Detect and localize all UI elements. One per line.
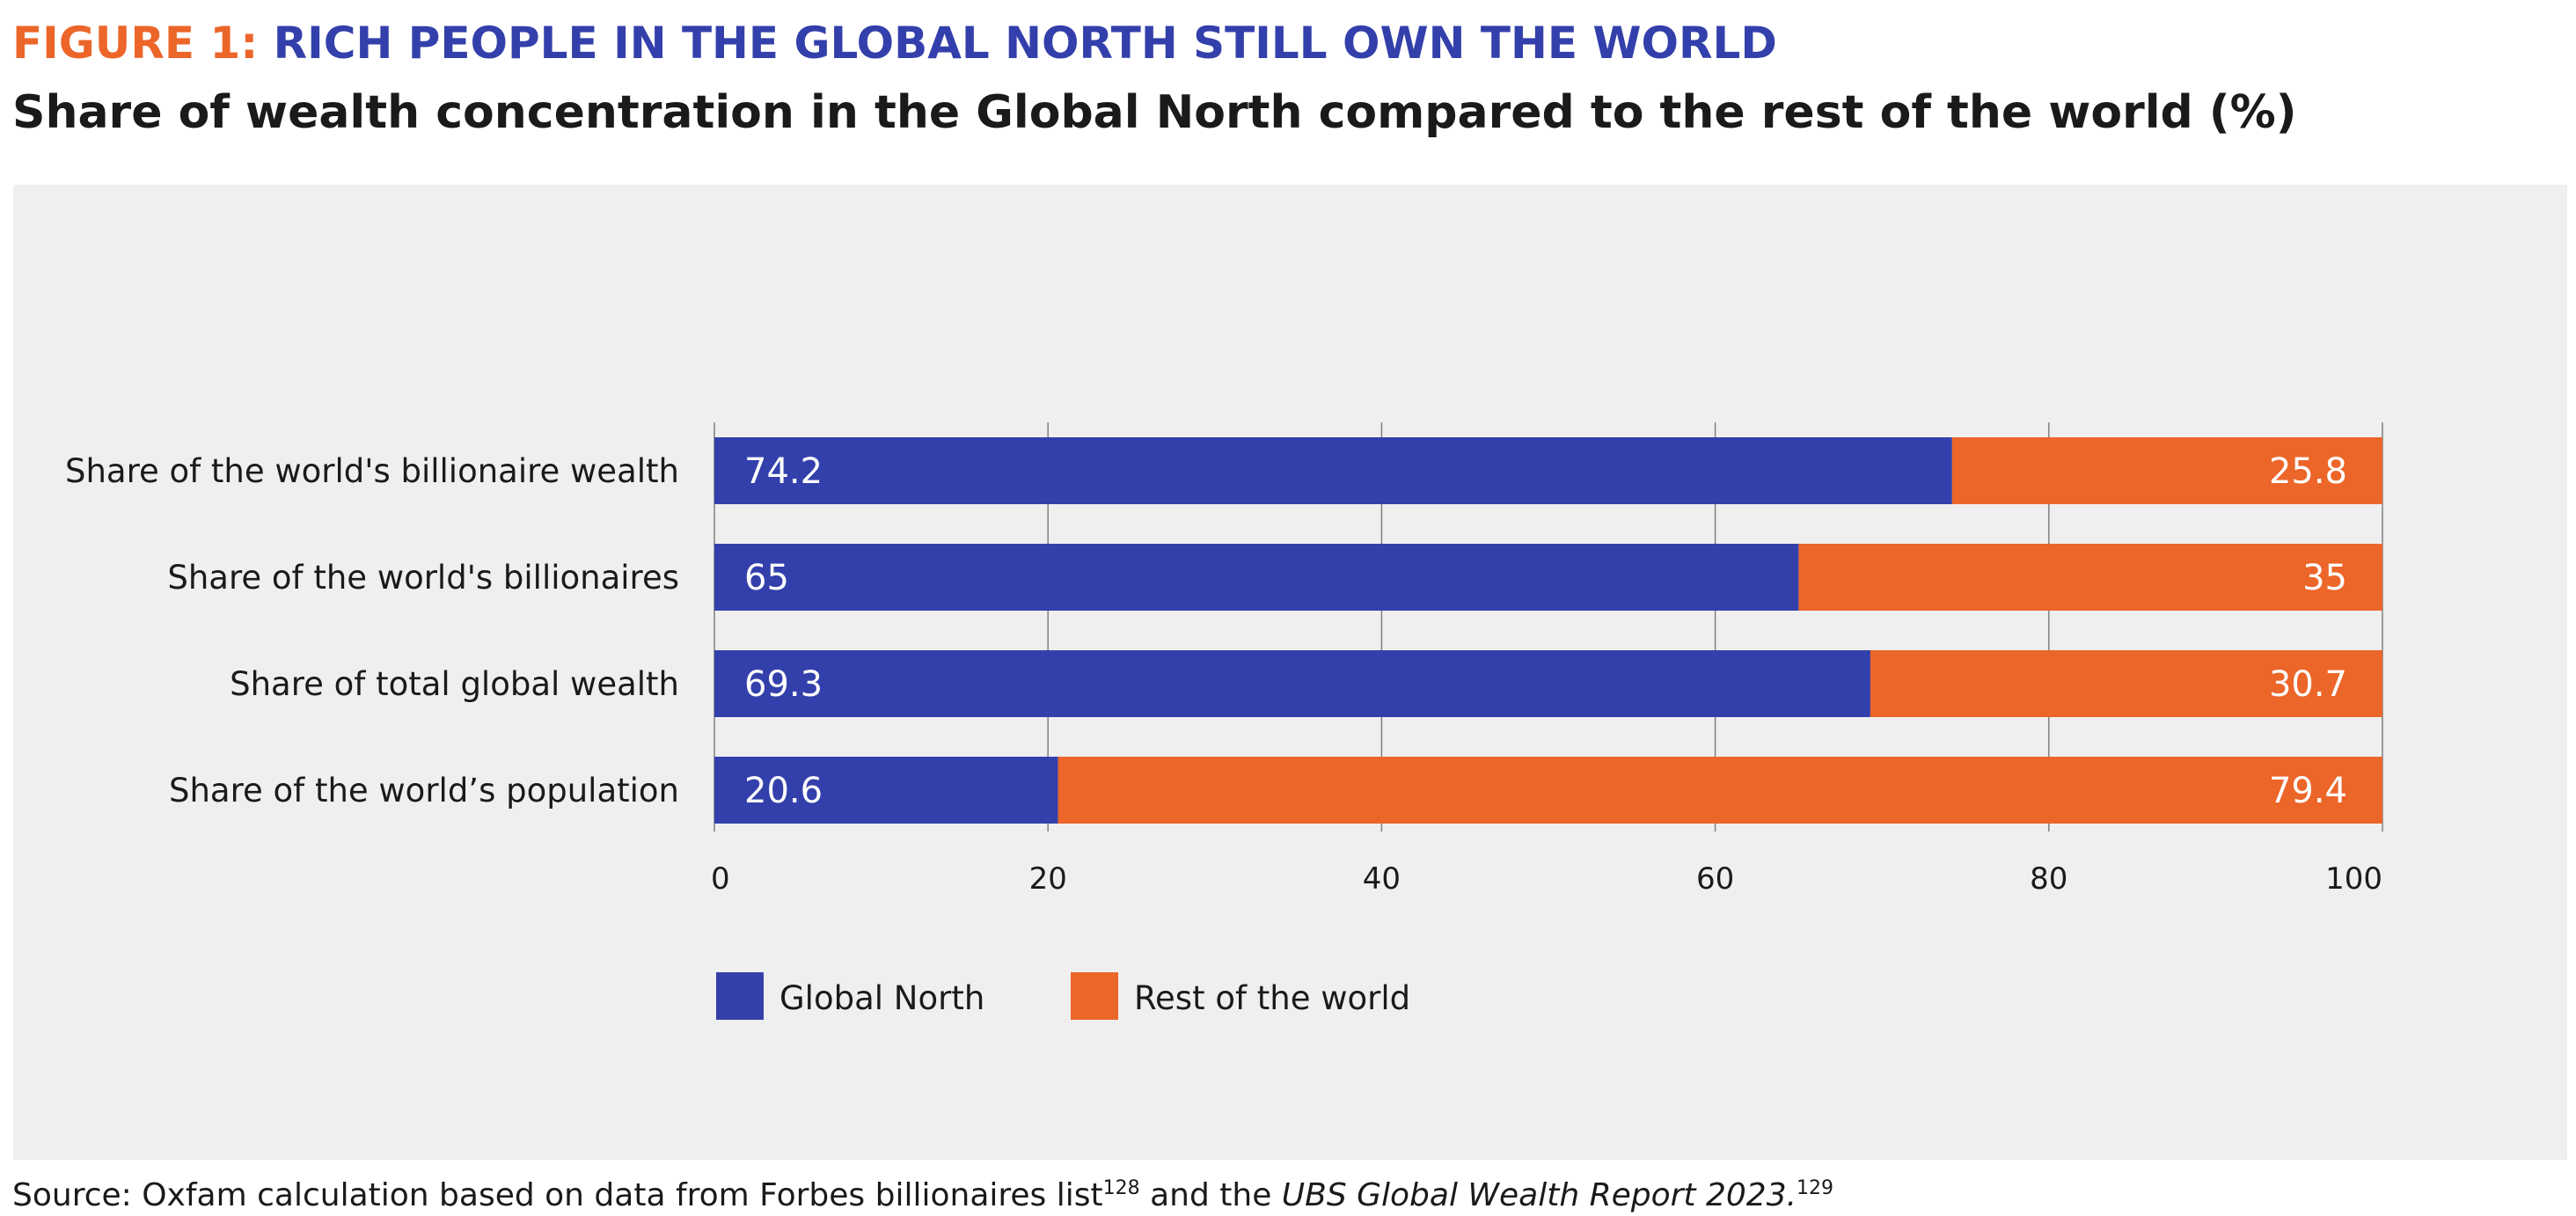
- legend-label-rest-of-world: Rest of the world: [1134, 979, 1410, 1017]
- data-label-global-north-1: 65: [744, 558, 789, 598]
- x-tick-label-40: 40: [1363, 861, 1401, 897]
- bar-rest-of-world-3: [1057, 757, 2382, 824]
- legend: Global North Rest of the world: [716, 972, 1410, 1020]
- source-report-title: UBS Global Wealth Report 2023.: [1281, 1177, 1797, 1213]
- data-label-rest-of-world-2: 30.7: [2269, 664, 2347, 705]
- bar-global-north-1: [714, 544, 1799, 611]
- legend-swatch-rest-of-world: [1071, 972, 1118, 1020]
- x-tick-label-80: 80: [2030, 861, 2067, 897]
- x-tick-label-20: 20: [1029, 861, 1067, 897]
- data-label-global-north-2: 69.3: [744, 664, 823, 705]
- source-text: Source: Oxfam calculation based on data …: [12, 1177, 1103, 1213]
- x-tick-label-100: 100: [2325, 861, 2382, 897]
- data-label-global-north-0: 74.2: [744, 451, 823, 492]
- data-label-rest-of-world-3: 79.4: [2269, 771, 2347, 811]
- data-label-rest-of-world-1: 35: [2302, 558, 2347, 598]
- source-text-middle: and the: [1139, 1177, 1282, 1213]
- bar-global-north-3: [714, 757, 1058, 824]
- bars: [714, 437, 2382, 824]
- chart-subtitle: Share of wealth concentration in the Glo…: [12, 86, 2297, 139]
- figure-number: FIGURE 1:: [12, 18, 259, 69]
- data-label-global-north-3: 20.6: [744, 771, 823, 811]
- bar-global-north-2: [714, 650, 1870, 717]
- category-label-1: Share of the world's billionaires: [167, 559, 679, 597]
- x-tick-label-0: 0: [711, 861, 730, 897]
- source-ref-1: 128: [1102, 1177, 1140, 1199]
- labels: Share of the world's billionaire wealth 7…: [65, 451, 2347, 811]
- bar-global-north-0: [714, 437, 1952, 504]
- source-note: Source: Oxfam calculation based on data …: [12, 1168, 1833, 1216]
- category-label-0: Share of the world's billionaire wealth: [65, 452, 679, 490]
- category-label-3: Share of the world’s population: [169, 772, 679, 809]
- legend-label-global-north: Global North: [779, 979, 984, 1017]
- bar-rest-of-world-1: [1798, 544, 2382, 611]
- figure-heading: RICH PEOPLE IN THE GLOBAL NORTH STILL OW…: [273, 18, 1777, 69]
- data-label-rest-of-world-0: 25.8: [2269, 451, 2347, 492]
- bar-rest-of-world-0: [1951, 437, 2382, 504]
- legend-swatch-global-north: [716, 972, 764, 1020]
- source-ref-2: 129: [1797, 1177, 1834, 1199]
- x-tick-label-60: 60: [1696, 861, 1734, 897]
- bar-rest-of-world-2: [1870, 650, 2382, 717]
- category-label-2: Share of total global wealth: [230, 665, 679, 703]
- figure-title: FIGURE 1: RICH PEOPLE IN THE GLOBAL NORT…: [12, 12, 1777, 74]
